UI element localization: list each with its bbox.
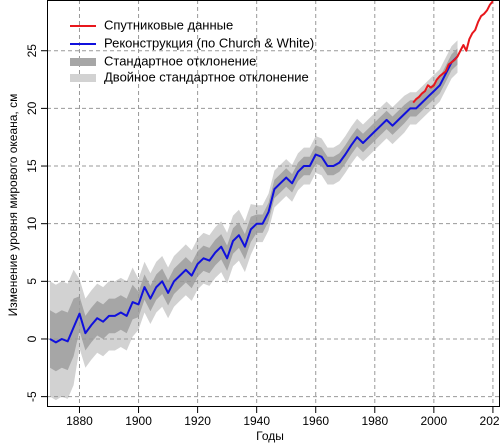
legend-label: Спутниковые данные bbox=[104, 17, 233, 32]
x-tick-label: 2020 bbox=[480, 414, 500, 428]
x-tick-label: 1960 bbox=[302, 414, 329, 428]
y-tick-label: 20 bbox=[25, 101, 39, 115]
y-axis-title: Изменение уровня мирового океана, см bbox=[6, 94, 20, 317]
x-tick-label: 1880 bbox=[66, 414, 93, 428]
y-tick-label: 10 bbox=[25, 217, 39, 231]
y-tick-label: -5 bbox=[25, 391, 39, 402]
x-tick-label: 1940 bbox=[243, 414, 270, 428]
legend-label: Стандартное отклонение bbox=[104, 53, 256, 68]
y-tick-label: 0 bbox=[25, 335, 39, 342]
y-tick-label: 25 bbox=[25, 44, 39, 58]
x-axis-title: Годы bbox=[256, 429, 284, 443]
data-line bbox=[412, 0, 494, 104]
x-tick-label: 1900 bbox=[125, 414, 152, 428]
x-tick-label: 1980 bbox=[361, 414, 388, 428]
x-tick-label: 1920 bbox=[184, 414, 211, 428]
x-tick-label: 2000 bbox=[420, 414, 447, 428]
legend-label: Двойное стандартное отклонение bbox=[104, 69, 309, 84]
y-tick-label: 15 bbox=[25, 159, 39, 173]
data-line bbox=[49, 55, 459, 344]
legend-label: Реконструкция (по Church & White) bbox=[104, 35, 314, 50]
error-band bbox=[50, 48, 458, 372]
y-tick-label: 5 bbox=[25, 278, 39, 285]
